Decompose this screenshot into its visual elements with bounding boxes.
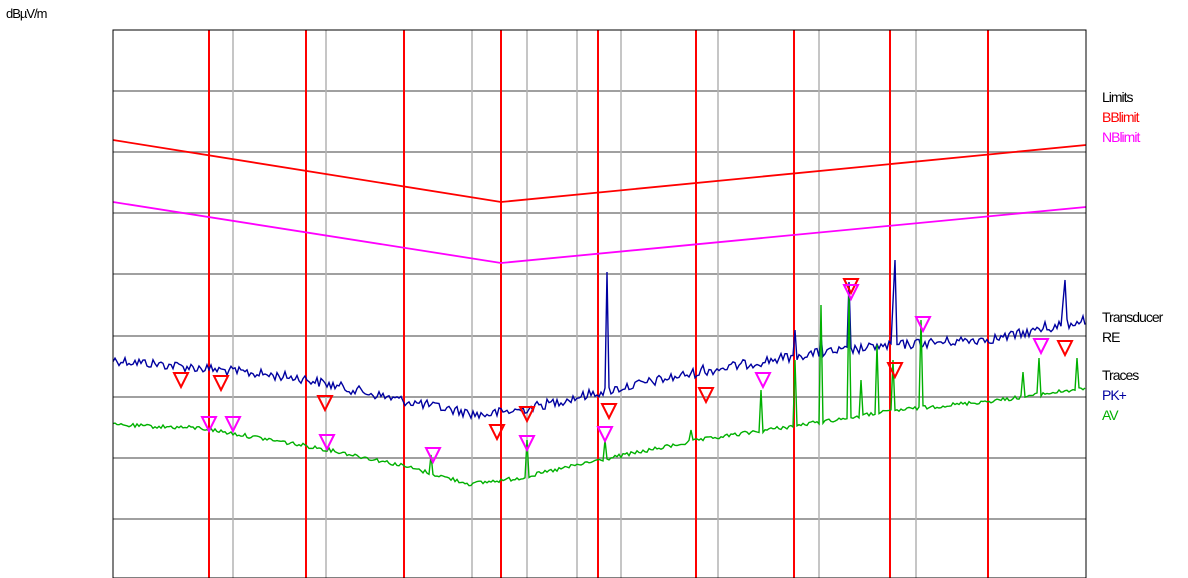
pk-marker-5 bbox=[600, 403, 618, 421]
pk-marker-3 bbox=[488, 424, 506, 442]
pk-marker-1 bbox=[212, 375, 230, 393]
peak-markers bbox=[172, 278, 1074, 465]
plot-frame bbox=[112, 29, 1087, 578]
av-trace bbox=[112, 294, 1086, 487]
av-marker-7 bbox=[842, 284, 860, 302]
av-marker-2 bbox=[318, 434, 336, 452]
legend-bblimit: BBlimit bbox=[1102, 109, 1140, 125]
limit-lines bbox=[112, 139, 1087, 264]
legend-nblimit: NBlimit bbox=[1102, 129, 1140, 145]
av-marker-3 bbox=[424, 447, 442, 465]
pk-marker-0 bbox=[172, 372, 190, 390]
legend-transducer-heading: Transducer bbox=[1102, 309, 1163, 325]
legend-pk: PK+ bbox=[1102, 387, 1127, 403]
pk-marker-8 bbox=[886, 362, 904, 380]
av-marker-0 bbox=[200, 416, 218, 434]
pk-marker-6 bbox=[697, 387, 715, 405]
pk-marker-9 bbox=[1056, 340, 1074, 358]
y-axis-label: dBµV/m bbox=[6, 6, 48, 21]
legend-re: RE bbox=[1102, 329, 1120, 345]
av-marker-1 bbox=[224, 416, 242, 434]
legend-av: AV bbox=[1102, 407, 1119, 423]
av-marker-4 bbox=[518, 435, 536, 453]
legend-limits-heading: Limits bbox=[1102, 89, 1134, 105]
pk-trace bbox=[112, 259, 1086, 421]
pk-marker-2 bbox=[316, 395, 334, 413]
av-marker-9 bbox=[1032, 338, 1050, 356]
bb-limit-line bbox=[112, 139, 1087, 203]
trace-lines bbox=[112, 259, 1086, 487]
nb-limit-line bbox=[112, 201, 1087, 264]
av-marker-6 bbox=[754, 372, 772, 390]
av-marker-8 bbox=[914, 316, 932, 334]
pk-marker-4 bbox=[518, 406, 536, 424]
legend-traces-heading: Traces bbox=[1102, 367, 1139, 383]
av-marker-5 bbox=[596, 426, 614, 444]
grid-lines bbox=[113, 30, 1086, 578]
